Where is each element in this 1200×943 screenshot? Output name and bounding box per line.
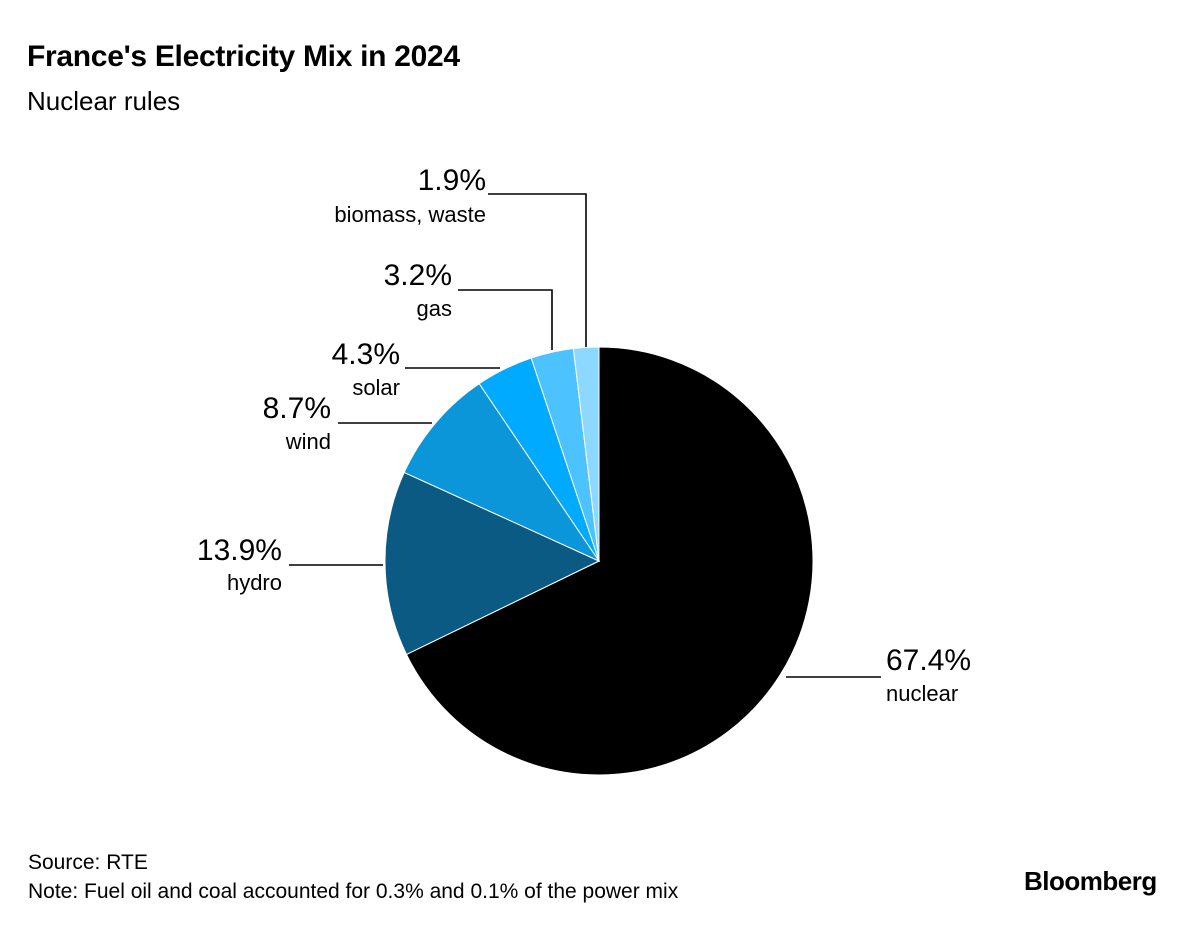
source-note: Source: RTE Note: Fuel oil and coal acco…: [28, 848, 678, 906]
leader-line-gas: [458, 289, 553, 350]
value-label-biomass: 1.9%: [418, 164, 486, 197]
pie-slice-biomass: [572, 346, 600, 562]
chart-title: France's Electricity Mix in 2024: [27, 40, 460, 73]
note-text: Note: Fuel oil and coal accounted for 0.…: [28, 880, 679, 903]
value-label-gas: 3.2%: [384, 259, 452, 292]
source-text: Source: RTE: [28, 851, 148, 874]
chart-subtitle: Nuclear rules: [27, 86, 181, 116]
category-label-solar: solar: [352, 375, 400, 400]
category-label-gas: gas: [417, 296, 452, 321]
bloomberg-logo: Bloomberg: [1024, 866, 1157, 896]
value-label-wind: 8.7%: [263, 392, 331, 425]
leader-line-biomass: [488, 193, 587, 347]
slice-labels: 1.9% biomass, waste 3.2% gas 4.3% solar …: [197, 164, 971, 706]
pie-slice-wind: [403, 382, 601, 563]
value-label-nuclear: 67.4%: [886, 644, 971, 677]
leader-lines: [289, 193, 881, 678]
value-label-solar: 4.3%: [332, 338, 400, 371]
pie-slices: [384, 346, 814, 776]
value-label-hydro: 13.9%: [197, 534, 282, 567]
pie-slice-nuclear: [405, 346, 814, 776]
category-label-nuclear: nuclear: [886, 681, 958, 706]
category-label-biomass: biomass, waste: [334, 202, 486, 227]
category-label-wind: wind: [285, 429, 331, 454]
category-label-hydro: hydro: [227, 570, 282, 595]
pie-slice-hydro: [384, 471, 601, 656]
